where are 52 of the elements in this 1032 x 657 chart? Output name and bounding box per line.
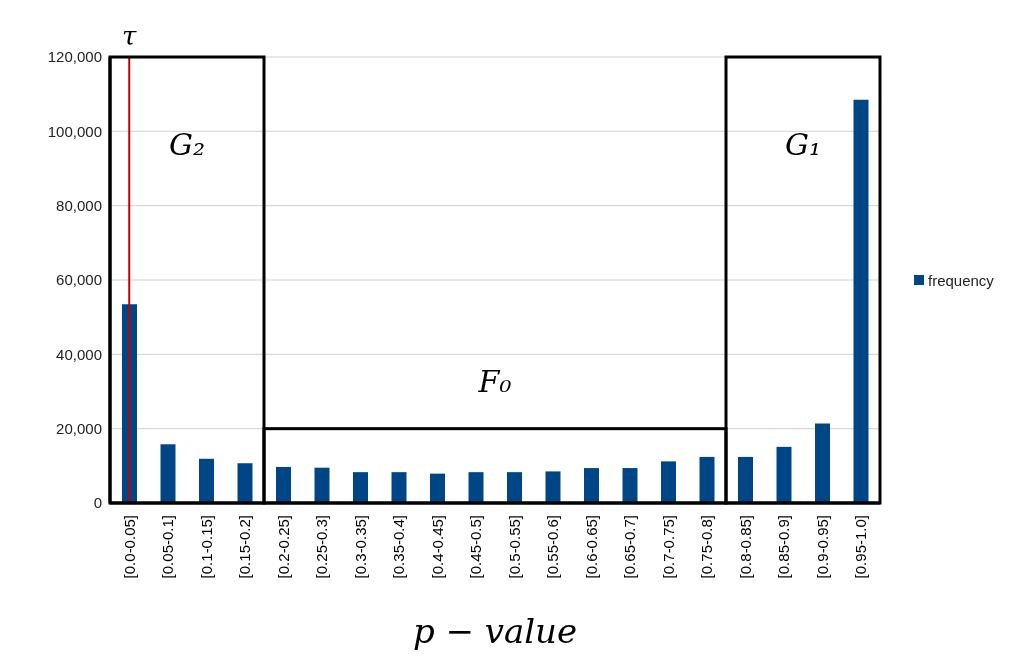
legend-label: frequency <box>928 271 994 289</box>
x-tick-label: [0.8-0.85] <box>736 515 754 579</box>
bar <box>199 458 214 503</box>
x-tick-label: [0.25-0.3] <box>313 515 331 579</box>
y-tick-label: 40,000 <box>56 345 102 363</box>
x-tick-label: [0.7-0.75] <box>659 515 677 579</box>
x-tick-label: [0.0-0.05] <box>120 515 138 579</box>
bar <box>430 473 445 503</box>
annotation: F₀ <box>477 364 512 400</box>
x-tick-label: [0.6-0.65] <box>582 515 600 579</box>
x-tick-label: [0.05-0.1] <box>159 515 177 579</box>
bar <box>468 472 484 503</box>
bar <box>738 456 753 503</box>
bar <box>776 446 792 503</box>
annotation: G₁ <box>785 127 821 163</box>
y-tick-label: 0 <box>93 494 102 512</box>
bar <box>314 467 330 503</box>
x-tick-label: [0.45-0.5] <box>467 515 485 579</box>
y-tick-label: 60,000 <box>56 271 102 289</box>
y-tick-label: 120,000 <box>47 48 102 66</box>
bar <box>276 466 291 503</box>
bar <box>507 472 522 503</box>
x-tick-label: [0.75-0.8] <box>698 515 716 579</box>
bar <box>391 472 407 503</box>
bar <box>584 468 599 503</box>
x-tick-label: [0.95-1.0] <box>852 515 870 579</box>
bar <box>353 472 368 503</box>
bar <box>545 471 561 503</box>
y-tick-label: 100,000 <box>47 122 102 140</box>
x-axis-title: p − value <box>412 611 578 651</box>
x-tick-label: [0.5-0.55] <box>505 515 523 579</box>
x-tick-label: [0.55-0.6] <box>544 515 562 579</box>
bar <box>853 99 869 503</box>
x-tick-label: [0.35-0.4] <box>390 515 408 579</box>
annotation: G₂ <box>169 127 205 163</box>
ref-line-label: τ <box>122 21 138 51</box>
x-tick-label: [0.9-0.95] <box>813 515 831 579</box>
bar <box>237 463 253 503</box>
x-tick-label: [0.1-0.15] <box>197 515 215 579</box>
x-tick-label: [0.3-0.35] <box>351 515 369 579</box>
bar <box>661 461 676 503</box>
bar <box>160 444 176 503</box>
x-tick-label: [0.15-0.2] <box>236 515 254 579</box>
y-tick-label: 20,000 <box>56 419 102 437</box>
x-tick-label: [0.2-0.25] <box>274 515 292 579</box>
bar <box>815 423 830 503</box>
y-tick-label: 80,000 <box>56 196 102 214</box>
x-tick-label: [0.85-0.9] <box>775 515 793 579</box>
x-tick-label: [0.65-0.7] <box>621 515 639 579</box>
bar <box>699 456 715 503</box>
bar <box>622 468 638 503</box>
x-tick-label: [0.4-0.45] <box>428 515 446 579</box>
